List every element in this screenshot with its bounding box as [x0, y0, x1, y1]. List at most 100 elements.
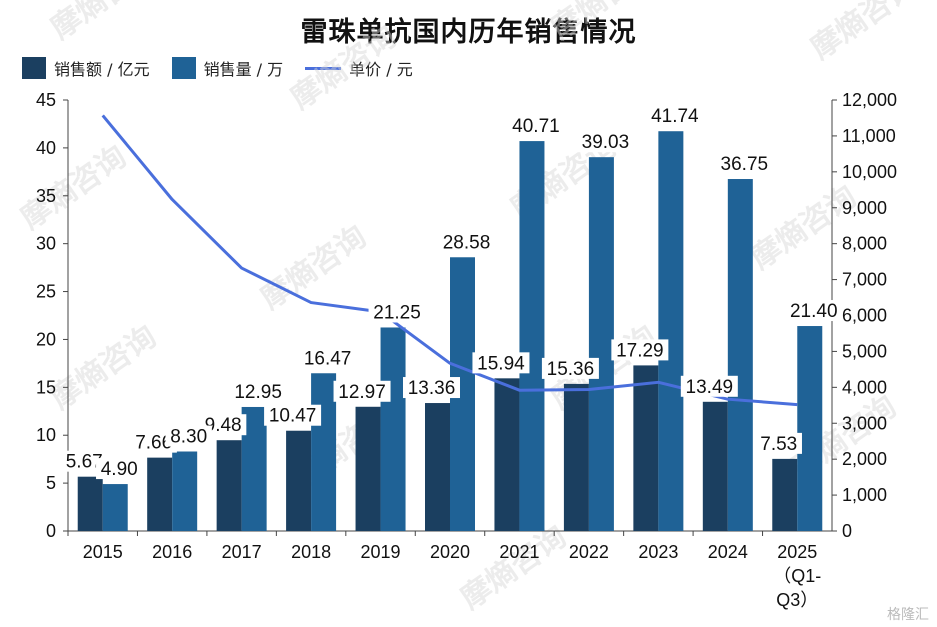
legend-swatch-sales-volume: [171, 57, 196, 79]
data-label-sales-amount-bg: [541, 357, 599, 379]
bar-sales-volume: [519, 141, 545, 531]
watermark-text: 摩熵咨询: [45, 319, 163, 416]
right-tick-label: 5,000: [842, 341, 887, 361]
data-label-sales-amount: 5.67: [66, 452, 103, 473]
chart-title: 雷珠单抗国内历年销售情况: [300, 17, 637, 48]
bar-sales-volume: [588, 157, 614, 532]
x-tick-label: 2017: [222, 542, 262, 562]
watermark-text: 摩熵咨询: [285, 19, 403, 116]
x-tick-label: 2015: [83, 542, 123, 562]
x-tick-label: 2025 （Q1-Q3）: [773, 542, 821, 610]
watermark-text: 摩熵咨询: [45, 0, 163, 47]
right-tick-label: 1,000: [842, 485, 887, 505]
legend-item-sales-amount: 销售额 / 亿元: [22, 56, 150, 80]
left-tick-label: 25: [36, 282, 56, 302]
data-label-sales-volume: 21.40: [790, 301, 838, 322]
right-tick-label: 8,000: [842, 234, 887, 254]
data-label-sales-amount: 17.29: [616, 340, 664, 361]
data-label-sales-volume: 28.58: [443, 232, 491, 253]
right-tick-label: 6,000: [842, 306, 887, 326]
bars-sales-volume: [102, 131, 823, 532]
right-tick-label: 12,000: [842, 90, 897, 110]
right-tick-label: 3,000: [842, 413, 887, 433]
watermark-text: 摩熵咨询: [545, 0, 663, 47]
data-label-sales-amount: 9.48: [205, 415, 242, 436]
data-labels: 5.67 7.66 9.48 10.47 12.97 13.36 15.94 15.36 17.…: [61, 105, 843, 480]
watermark-text: 摩熵咨询: [745, 179, 863, 276]
bar-sales-amount: [563, 383, 589, 531]
data-label-sales-amount: 12.97: [338, 382, 386, 403]
data-label-sales-amount-bg: [403, 377, 460, 399]
legend-item-sales-volume: 销售量 / 万: [171, 56, 283, 80]
data-label-sales-volume: 40.71: [512, 116, 560, 137]
bar-sales-amount: [425, 403, 450, 531]
data-label-sales-amount-bg: [130, 431, 177, 453]
data-label-sales-amount-bg: [333, 380, 391, 402]
data-label-sales-volume: 41.74: [651, 106, 699, 127]
bar-sales-amount: [355, 406, 381, 531]
data-label-sales-amount: 7.53: [760, 434, 797, 455]
bar-sales-volume: [797, 326, 823, 531]
bar-sales-volume: [658, 131, 684, 531]
data-label-sales-volume-bg: [229, 380, 287, 402]
data-label-sales-volume: 36.75: [721, 154, 769, 175]
data-label-sales-volume-bg: [165, 425, 212, 447]
right-tick-label: 2,000: [842, 449, 887, 469]
left-tick-label: 45: [36, 90, 56, 110]
bar-sales-amount: [772, 458, 798, 531]
data-label-sales-amount-bg: [680, 375, 738, 397]
data-label-sales-volume-bg: [507, 115, 565, 137]
x-tick-label: 2022: [569, 542, 609, 562]
data-label-sales-volume: 39.03: [582, 132, 630, 153]
data-label-sales-volume: 4.90: [101, 459, 138, 480]
data-label-sales-volume-bg: [646, 105, 704, 127]
bar-sales-volume: [727, 179, 753, 531]
data-label-sales-amount-bg: [611, 339, 669, 361]
legend-label-unit-price: 单价 / 元: [349, 60, 413, 79]
left-tick-label: 0: [46, 521, 56, 541]
data-label-sales-volume-bg: [576, 131, 634, 153]
watermark-text: 摩熵咨询: [805, 0, 923, 67]
bar-sales-amount: [633, 365, 659, 531]
data-label-sales-amount: 15.36: [547, 359, 595, 380]
data-label-sales-volume-bg: [785, 300, 843, 322]
x-tick-label: 2020: [430, 542, 470, 562]
bar-sales-amount: [216, 440, 242, 531]
legend-label-sales-amount: 销售额 / 亿元: [54, 60, 150, 79]
bar-sales-amount: [147, 457, 173, 531]
x-tick-label: 2016: [152, 542, 192, 562]
left-tick-label: 15: [36, 377, 56, 397]
left-tick-label: 20: [36, 329, 56, 349]
data-label-sales-amount: 13.36: [408, 378, 456, 399]
bar-sales-volume: [380, 327, 406, 531]
bars-sales-amount: [77, 365, 798, 531]
right-tick-label: 7,000: [842, 270, 887, 290]
x-tick-label: 2023: [638, 542, 678, 562]
right-tick-label: 10,000: [842, 162, 897, 182]
data-label-sales-volume: 12.95: [234, 382, 282, 403]
data-label-sales-amount-bg: [472, 352, 530, 374]
data-label-sales-amount-bg: [61, 450, 108, 472]
data-label-sales-volume-bg: [96, 458, 143, 480]
right-tick-label: 11,000: [842, 126, 896, 146]
data-label-sales-volume-bg: [438, 231, 495, 253]
x-tick-label: 2019: [361, 542, 401, 562]
watermark-text: 摩熵咨询: [15, 139, 133, 236]
data-label-sales-amount: 10.47: [269, 406, 317, 427]
data-label-sales-volume: 16.47: [304, 348, 352, 369]
data-label-sales-amount: 13.49: [686, 377, 734, 398]
left-tick-label: 10: [36, 425, 56, 445]
left-tick-label: 35: [36, 186, 56, 206]
data-label-sales-volume: 8.30: [170, 427, 207, 448]
bar-sales-amount: [494, 378, 520, 531]
data-label-sales-volume-bg: [299, 347, 357, 369]
right-tick-label: 4,000: [842, 377, 887, 397]
bar-sales-volume: [311, 373, 337, 531]
right-tick-label: 0: [842, 521, 852, 541]
data-label-sales-volume: 21.25: [373, 302, 421, 323]
unit-price-line: [101, 114, 798, 407]
data-label-sales-volume-bg: [715, 153, 773, 175]
x-tick-label: 2021: [499, 542, 539, 562]
data-label-sales-amount-bg: [755, 432, 802, 454]
x-tick-label: 2024: [708, 542, 748, 562]
